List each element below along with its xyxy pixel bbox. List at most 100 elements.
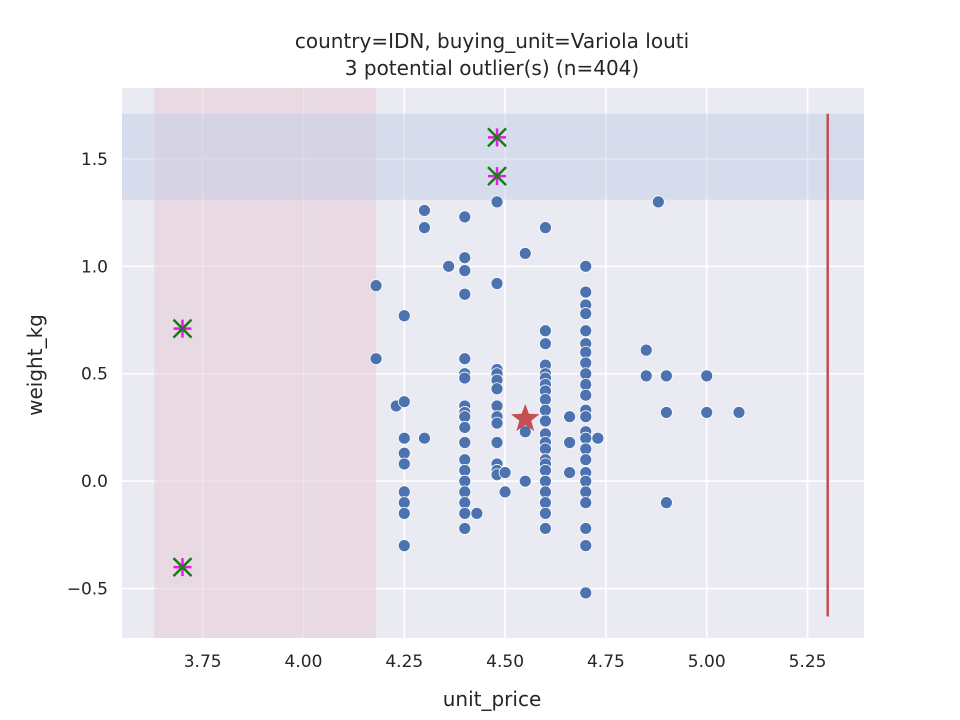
data-point [518, 247, 532, 260]
data-point [700, 369, 714, 383]
data-point [579, 485, 593, 499]
x-tick-label: 4.00 [285, 652, 323, 672]
data-point [490, 382, 504, 396]
data-point [458, 485, 472, 499]
data-point [458, 371, 472, 385]
plot-area [122, 88, 864, 638]
data-point [458, 421, 472, 434]
data-point [539, 442, 552, 456]
data-point [539, 474, 552, 488]
y-tick-label: −0.5 [67, 580, 108, 600]
data-point [660, 369, 673, 383]
data-point [579, 378, 593, 391]
data-point [660, 406, 673, 419]
outlier-marker [487, 166, 507, 186]
data-point [397, 309, 411, 323]
data-point [458, 287, 472, 301]
data-point [579, 431, 593, 445]
y-tick-label: 1.0 [81, 257, 108, 277]
data-point [458, 352, 472, 366]
chart-title: country=IDN, buying_unit=Variola louti [295, 29, 689, 53]
shaded-y-range [122, 113, 864, 200]
data-point [458, 264, 472, 278]
data-point [458, 436, 472, 449]
x-tick-label: 5.00 [688, 652, 726, 672]
x-tick-label: 4.50 [486, 652, 524, 672]
data-point [539, 485, 552, 499]
outlier-x-b [487, 127, 507, 148]
data-point [458, 210, 472, 224]
data-point [470, 506, 484, 520]
data-point [579, 474, 593, 488]
data-point [579, 307, 593, 320]
data-point [539, 324, 552, 338]
data-point [490, 399, 504, 413]
outlier-marker [487, 127, 507, 148]
y-tick-label: 0.0 [81, 472, 108, 492]
data-point [539, 506, 552, 520]
data-point [397, 395, 411, 409]
data-point [490, 436, 504, 449]
data-point [458, 506, 472, 520]
y-tick-label: 0.5 [81, 365, 108, 385]
y-tick-label: 1.5 [81, 150, 108, 170]
data-point [442, 259, 456, 273]
data-point [579, 496, 593, 510]
data-point [397, 496, 411, 510]
data-point [579, 586, 593, 600]
data-point [458, 251, 472, 265]
data-point [539, 414, 552, 428]
data-point [651, 195, 665, 209]
x-tick-labels: 3.75 4.00 4.25 4.50 4.75 5.00 5.25 [184, 652, 827, 672]
data-point [579, 367, 593, 381]
y-tick-labels: −0.5 0.0 0.5 1.0 1.5 [67, 150, 108, 600]
data-point [397, 446, 411, 460]
outlier-x-b [487, 166, 507, 186]
chart-subtitle: 3 potential outlier(s) (n=404) [345, 56, 639, 80]
x-tick-label: 4.75 [587, 652, 625, 672]
data-point [539, 221, 552, 235]
data-point [518, 425, 532, 439]
y-axis-label: weight_kg [23, 314, 47, 416]
x-tick-label: 3.75 [184, 652, 222, 672]
x-tick-label: 5.25 [789, 652, 827, 672]
data-point [579, 345, 593, 359]
median-star-marker [511, 403, 540, 431]
data-point [458, 453, 472, 467]
data-point [490, 195, 504, 209]
data-point [539, 393, 552, 406]
data-point [490, 277, 504, 290]
data-point [397, 506, 411, 520]
data-point [539, 403, 552, 417]
data-point [539, 464, 552, 477]
data-point [458, 464, 472, 477]
data-point [458, 496, 472, 510]
data-point [579, 324, 593, 338]
data-point [418, 221, 431, 235]
outlier-x-b [172, 557, 193, 577]
data-point [418, 204, 431, 217]
x-tick-label: 4.25 [385, 652, 423, 672]
data-point [397, 431, 411, 445]
data-point [579, 356, 593, 370]
outlier-marker [172, 557, 193, 577]
data-point [397, 539, 411, 553]
data-point [579, 442, 593, 456]
data-point [539, 496, 552, 510]
data-point [563, 410, 577, 424]
data-point [579, 259, 593, 273]
data-point [539, 337, 552, 351]
data-point [518, 474, 532, 488]
x-axis-label: unit_price [443, 687, 542, 711]
data-point [579, 539, 593, 553]
data-point [539, 522, 552, 535]
data-point [458, 522, 472, 535]
data-point [458, 474, 472, 488]
data-point [458, 410, 472, 424]
data-point [498, 485, 512, 499]
outlier-marker [172, 318, 193, 339]
data-point [579, 522, 593, 535]
data-point [369, 352, 383, 366]
data-point [498, 466, 512, 479]
